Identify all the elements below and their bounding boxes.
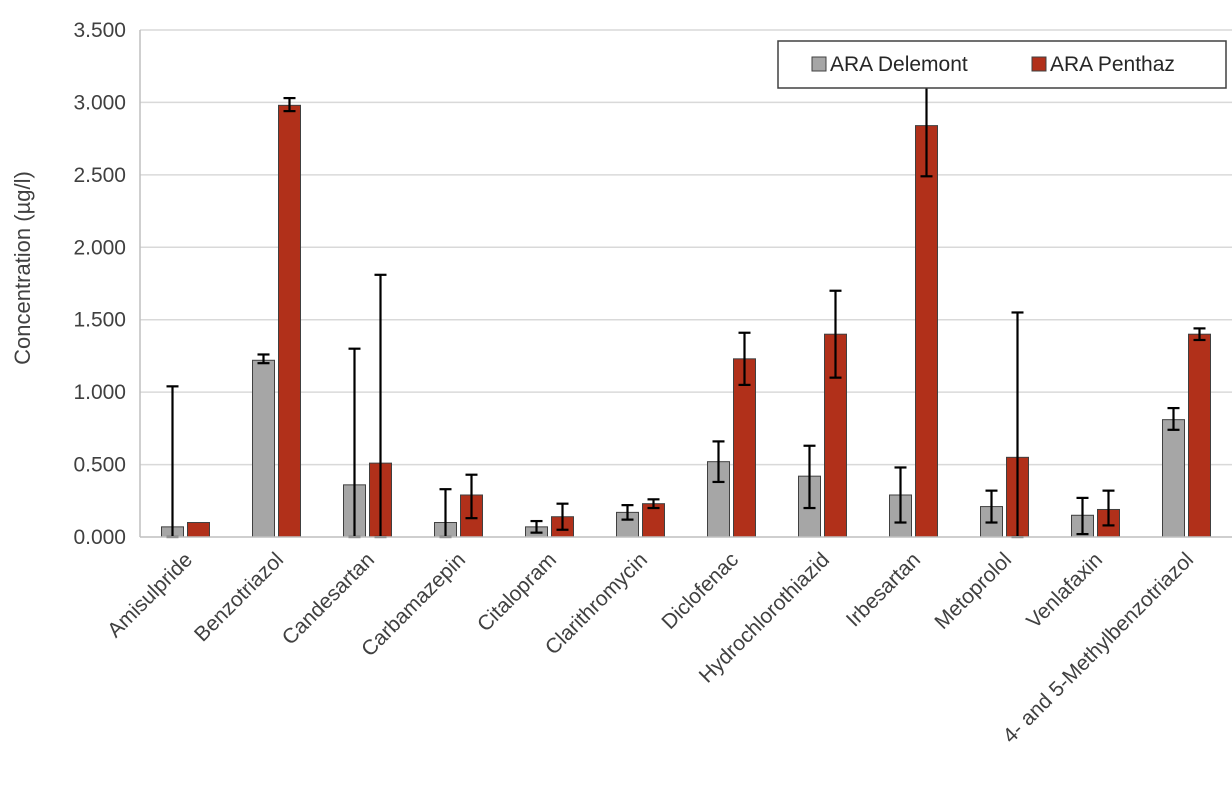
error-bar-delemont: [257, 353, 270, 365]
y-axis-title: Concentration (µg/l): [10, 171, 35, 365]
error-bar-penthaz: [829, 289, 842, 379]
axes: [139, 30, 1232, 538]
y-tick-label: 3.000: [73, 91, 126, 114]
bar-penthaz: [278, 104, 301, 538]
y-tick-label: 1.000: [73, 381, 126, 404]
error-bar-penthaz: [647, 498, 660, 510]
error-bar-penthaz: [556, 502, 569, 531]
error-bar-delemont: [712, 440, 725, 484]
error-bar-delemont: [1167, 406, 1180, 431]
error-bar-penthaz: [1102, 489, 1115, 527]
x-tick-label: 4- and 5-Methylbenzotriazol: [999, 548, 1199, 748]
y-tick-label: 2.500: [73, 164, 126, 187]
x-tick-label: Citalopram: [473, 548, 561, 636]
legend-label-delemont: ARA Delemont: [830, 53, 968, 76]
error-bar-delemont: [621, 504, 634, 521]
bar-delemont: [252, 359, 275, 538]
error-bar-delemont: [803, 444, 816, 510]
bar-penthaz: [1188, 333, 1211, 538]
legend-box: [777, 40, 1227, 89]
legend-swatch-penthaz: [1031, 56, 1047, 72]
gridlines: [140, 29, 1232, 466]
error-bar-delemont: [1076, 496, 1089, 536]
error-bar-penthaz: [465, 473, 478, 520]
legend-swatch-delemont: [811, 56, 827, 72]
y-tick-labels: 0.000 0.500 1.000 1.500 2.000 2.500 3.000 3.500: [73, 19, 126, 549]
error-bar-delemont: [985, 489, 998, 524]
error-bar-penthaz: [738, 331, 751, 386]
y-tick-label: 3.500: [73, 19, 126, 42]
x-tick-label: Amisulpride: [103, 548, 197, 642]
legend: ARA Delemont ARA Penthaz: [777, 40, 1227, 89]
x-tick-labels: AmisulprideBenzotriazolCandesartanCarbam…: [103, 548, 1198, 748]
error-bar-penthaz: [283, 96, 296, 113]
x-tick-label: Metoprolol: [930, 548, 1016, 634]
bar-penthaz: [915, 125, 938, 538]
y-tick-label: 1.500: [73, 309, 126, 332]
error-bar-penthaz: [1193, 327, 1206, 342]
y-tick-label: 0.500: [73, 454, 126, 477]
bars: [161, 104, 1211, 538]
x-tick-label: Venlafaxin: [1022, 548, 1107, 633]
error-bar-delemont: [894, 466, 907, 524]
y-tick-label: 2.000: [73, 236, 126, 259]
y-tick-label: 0.000: [73, 526, 126, 549]
x-tick-label: Benzotriazol: [190, 548, 288, 646]
x-tick-label: Candesartan: [278, 548, 379, 649]
error-bar-delemont: [166, 385, 179, 539]
error-bars: [166, 73, 1206, 539]
bar-penthaz: [187, 522, 210, 538]
legend-label-penthaz: ARA Penthaz: [1050, 53, 1175, 76]
error-bar-delemont: [530, 519, 543, 534]
x-tick-label: Diclofenac: [657, 548, 743, 634]
bar-delemont: [1162, 419, 1185, 538]
x-tick-label: Irbesartan: [842, 548, 925, 631]
